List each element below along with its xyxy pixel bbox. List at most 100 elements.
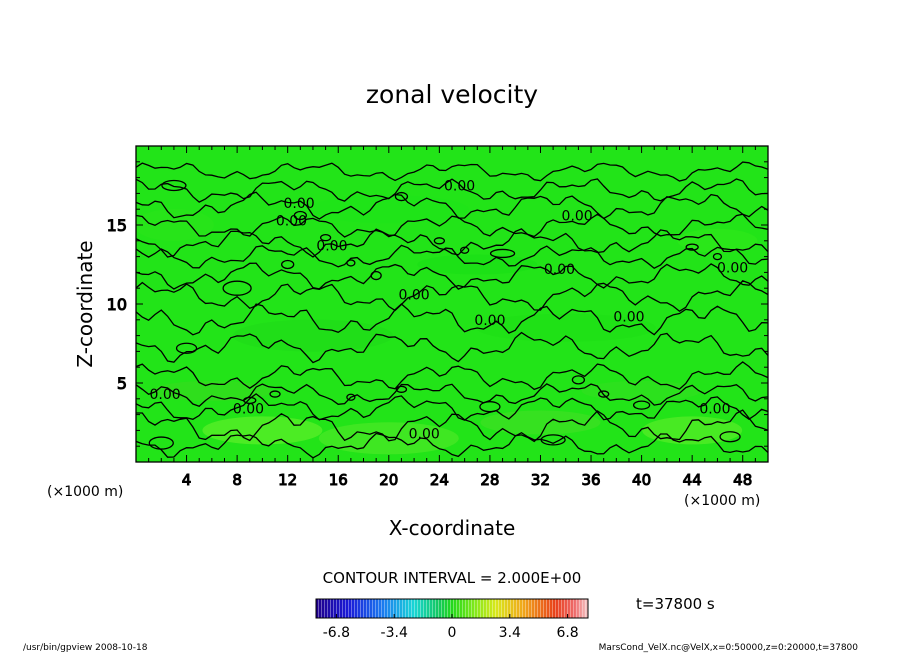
contour-loop: [319, 233, 332, 242]
contour-loop: [222, 280, 252, 296]
contour-label: 0.00: [717, 261, 748, 277]
x-axis-unit-left: (×1000 m): [47, 484, 123, 500]
y-tick-label: 5: [117, 374, 127, 393]
footer-right: MarsCond_VelX.nc@VelX,x=0:50000,z=0:2000…: [599, 643, 859, 653]
contour-label: 0.00: [283, 196, 314, 212]
field-patch: [677, 228, 758, 253]
contour-loop: [148, 436, 174, 450]
time-label: t=37800 s: [636, 595, 715, 613]
colorbar-tick-label: 3.4: [499, 625, 521, 641]
contour-loop: [712, 252, 723, 261]
contour-loop: [175, 342, 198, 354]
x-tick-label: 4: [182, 471, 192, 489]
x-tick-label: 36: [581, 471, 600, 489]
colorbar-stripes: [316, 599, 588, 618]
contour-interval-label: CONTOUR INTERVAL = 2.000E+00: [323, 569, 582, 587]
x-tick-label: 8: [232, 471, 242, 489]
contour-label: 0.00: [699, 401, 730, 417]
contour-line: [136, 244, 768, 269]
contour-line: [136, 191, 768, 220]
contour-loop: [281, 259, 295, 270]
contour-label: 0.00: [409, 427, 440, 443]
x-tick-label: 20: [379, 471, 398, 489]
colorbar-tick-label: -3.4: [381, 625, 408, 641]
field-patch: [318, 422, 459, 455]
x-tick-label: 28: [480, 471, 499, 489]
contour-line: [136, 178, 768, 203]
footer-left: /usr/bin/gpview 2008-10-18: [23, 643, 148, 653]
colorbar-ticks: -6.8 -3.4 0 3.4 6.8: [323, 614, 579, 641]
contour-loop: [293, 210, 307, 221]
contour-loop: [346, 259, 356, 267]
colorbar-tick-label: 0: [448, 625, 457, 641]
x-axis-label: X-coordinate: [389, 516, 516, 540]
contour-loop: [719, 431, 741, 443]
contour-loop: [370, 270, 382, 281]
contour-loop: [632, 400, 651, 410]
contour-line: [136, 361, 768, 391]
x-tick-label: 16: [329, 471, 348, 489]
contour-label: 0.00: [233, 401, 264, 417]
colorbar: -6.8 -3.4 0 3.4 6.8: [315, 598, 589, 641]
x-tick-label: 32: [531, 471, 550, 489]
field-patch: [581, 380, 702, 401]
contour-line: [136, 303, 768, 336]
contour-loop: [598, 390, 610, 398]
field-patch: [475, 313, 656, 342]
contour-lines: [136, 161, 768, 459]
x-tick-label: 24: [430, 471, 449, 489]
x-tick-label: 48: [733, 471, 752, 489]
contour-label: 0.00: [276, 213, 307, 229]
contour-line: [136, 262, 768, 290]
contour-line: [136, 383, 768, 407]
x-axis-unit-right: (×1000 m): [684, 493, 760, 509]
y-axis-ticks: 5 10 15: [106, 161, 768, 447]
contour-label: 0.00: [544, 262, 575, 278]
velocity-field-variation: [136, 195, 758, 455]
x-axis-ticks: 4 8 12 16 20 24 28 32 36 40 44 48: [148, 146, 756, 490]
contour-loop: [685, 243, 699, 251]
contour-label: 0.00: [444, 179, 475, 195]
contour-line: [136, 280, 768, 312]
contour-loop: [540, 434, 566, 446]
contour-loop: [243, 396, 257, 405]
contour-loop: [395, 385, 408, 393]
contour-loop: [161, 179, 187, 192]
contour-label: 0.00: [562, 209, 593, 225]
contour-line: [136, 431, 768, 459]
y-axis-label: Z-coordinate: [73, 240, 97, 367]
contour-line: [136, 331, 768, 364]
contour-line: [136, 409, 768, 443]
contour-loop: [459, 246, 470, 254]
contour-loop: [394, 191, 409, 202]
chart-title: zonal velocity: [366, 80, 538, 109]
contour-loop: [489, 248, 516, 259]
y-tick-label: 15: [107, 216, 127, 235]
contour-loop: [346, 393, 356, 401]
contour-loop: [269, 390, 281, 398]
x-tick-label: 40: [632, 471, 651, 489]
colorbar-tick-label: 6.8: [556, 625, 578, 641]
field-patch: [308, 195, 469, 224]
contour-label: 0.00: [474, 313, 505, 329]
contour-line: [136, 161, 768, 182]
contour-line: [136, 228, 768, 258]
contour-line: [136, 393, 768, 421]
contour-loop: [571, 375, 586, 385]
contour-label: 0.00: [613, 310, 644, 326]
contour-labels: 0.000.000.00 0.000.000.00 0.000.000.00 0.00…: [149, 179, 748, 443]
colorbar-tick-label: -6.8: [323, 625, 350, 641]
field-patch: [417, 254, 538, 275]
contour-label: 0.00: [316, 239, 347, 255]
field-patch: [232, 319, 393, 352]
field-patch: [480, 410, 601, 435]
plot-area: 0.000.000.00 0.000.000.00 0.000.000.00 0.00…: [106, 145, 769, 490]
contour-loop: [479, 401, 501, 413]
y-tick-label: 10: [107, 295, 127, 314]
contour-label: 0.00: [398, 288, 429, 304]
x-tick-label: 44: [683, 471, 702, 489]
field-patch: [136, 209, 214, 241]
contour-loop: [433, 237, 446, 245]
x-tick-label: 12: [278, 471, 297, 489]
